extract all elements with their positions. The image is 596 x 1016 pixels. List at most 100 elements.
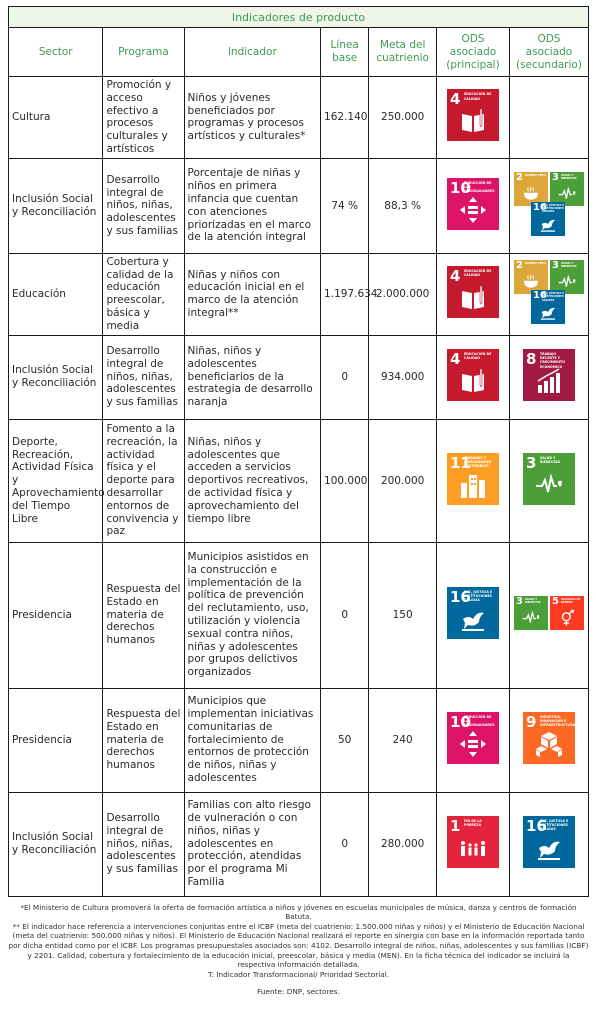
indicador-cell: Niñas, niños y adolescentes que acceden … — [183, 418, 322, 543]
indicador-cell: Familias con alto riesgo de vulneración … — [183, 791, 322, 897]
ods-secundario-cell: 2 Hambre cero 3 Salud y bienestar 16 Paz, jus… — [508, 252, 590, 336]
meta-cell: 280.000 — [368, 791, 438, 897]
sdg-number: 4 — [449, 90, 461, 109]
sdg-number: 8 — [525, 350, 537, 369]
footnote: ** El indicador hace referencia a interv… — [8, 921, 589, 970]
sdg-label: Trabajo decente y crecimiento económico — [539, 352, 565, 369]
sdg-number: 9 — [525, 713, 537, 732]
sdg-number: 10 — [449, 713, 471, 732]
sdg-label: Hambre cero — [524, 172, 546, 177]
programa-cell: Promoción y acceso efectivo a procesos c… — [102, 76, 185, 159]
sdg-3-badge: 3 Salud y bienestar — [549, 171, 584, 206]
sdg-number: 16 — [449, 588, 471, 607]
linea-base-cell: 100.000 — [320, 418, 370, 543]
indicador-cell: Niñas, niños y adolescentes beneficiario… — [183, 334, 322, 420]
indicador-cell: Niñas y niños con educación inicial en e… — [183, 252, 322, 336]
meta-cell: 200.000 — [368, 418, 438, 543]
sdg-label: Salud y bienestar — [539, 455, 560, 464]
table-title-row: Indicadores de producto — [8, 6, 589, 28]
sdg-number: 2 — [515, 171, 523, 183]
sdg-label: Educación de calidad — [463, 269, 492, 278]
sdg-label: Educación de calidad — [463, 92, 492, 101]
ods-secundario-cell — [508, 76, 590, 159]
sdg-9-badge: 9 Industria, innovación e infraestructura — [522, 712, 575, 765]
sector-cell: Deporte, Recreación, Actividad Física y … — [7, 418, 105, 543]
table-row: Cultura Promoción y acceso efectivo a pro… — [7, 76, 590, 159]
sdg-label: Fin de la pobreza — [463, 819, 482, 828]
table-row: Inclusión Social y Reconciliación Desarro… — [7, 157, 590, 254]
sdg-number: 4 — [449, 267, 461, 286]
sdg-label: Educación de calidad — [463, 352, 492, 361]
sdg-number: 11 — [449, 453, 471, 472]
sector-cell: Presidencia — [7, 541, 104, 689]
indicador-cell: Municipios que implementan iniciativas c… — [183, 687, 322, 793]
sector-cell: Educación — [7, 252, 104, 336]
sdg-label: Paz, justicia e instituciones sólidas — [539, 819, 569, 832]
header-ods-principal: ODS asociado (principal) — [436, 27, 510, 77]
sdg-label: Paz, justicia e instituciones sólidas — [463, 590, 493, 603]
table-row: Presidencia Respuesta del Estado en mater… — [7, 541, 590, 689]
table-row: Inclusión Social y Reconciliación Desarro… — [7, 791, 590, 897]
sdg-4-badge: 4 Educación de calidad — [446, 349, 499, 402]
indicators-table: Indicadores de producto Sector Programa … — [7, 6, 590, 897]
sector-cell: Inclusión Social y Reconciliación — [7, 791, 104, 897]
linea-base-cell: 74 % — [320, 157, 370, 254]
sdg-number: 4 — [449, 350, 461, 369]
sdg-10-badge: 10 Reducción de las desigualdades — [446, 712, 499, 765]
sdg-label: Hambre cero — [524, 261, 546, 266]
sector-cell: Cultura — [7, 76, 104, 159]
sdg-label: Ciudades y comunidades sostenibles — [463, 455, 492, 468]
ods-secundario-cell: 3 Salud y bienestar — [508, 418, 590, 543]
linea-base-cell: 1.197.634 — [320, 252, 378, 336]
header-programa: Programa — [102, 27, 185, 77]
ods-principal-cell: 16 Paz, justicia e instituciones sólidas — [436, 541, 510, 689]
sdg-4-badge: 4 Educación de calidad — [446, 266, 499, 319]
sdg-3-badge: 3 Salud y bienestar — [513, 596, 548, 631]
sdg-number: 5 — [551, 596, 559, 608]
sdg-label: Salud y bienestar — [560, 261, 577, 269]
programa-cell: Respuesta del Estado en materia de derec… — [102, 687, 185, 793]
sdg-number: 3 — [515, 596, 523, 608]
sdg-number: 3 — [551, 260, 559, 272]
ods-secundario-cell: 2 Hambre cero 3 Salud y bienestar 16 Paz, jus… — [508, 157, 590, 254]
sector-cell: Inclusión Social y Reconciliación — [7, 157, 104, 254]
linea-base-cell: 0 — [320, 541, 370, 689]
indicador-cell: Municipios asistidos en la construcción … — [183, 541, 322, 689]
sdg-label: Industria, innovación e infraestructura — [539, 715, 575, 728]
sdg-number: 2 — [515, 260, 523, 272]
meta-cell: 88,3 % — [368, 157, 438, 254]
linea-base-cell: 0 — [320, 791, 370, 897]
table-row: Presidencia Respuesta del Estado en mater… — [7, 687, 590, 793]
sdg-label: Reducción de las desigualdades — [463, 180, 495, 194]
linea-base-cell: 162.140 — [320, 76, 370, 159]
header-linea-base: Línea base — [320, 27, 370, 77]
table-header-row: Sector Programa Indicador Línea base Met… — [7, 27, 590, 77]
sdg-number: 3 — [525, 453, 537, 472]
sdg-3-badge: 3 Salud y bienestar — [549, 260, 584, 295]
sdg-16-badge: 16 Paz, justicia e instituciones sólidas — [446, 587, 499, 640]
sdg-16-badge: 16 Paz, justicia e instituciones sólidas — [530, 290, 565, 325]
sdg-number: 1 — [449, 817, 461, 836]
sdg-badge-group: 2 Hambre cero 3 Salud y bienestar 16 Paz, jus… — [513, 260, 584, 325]
meta-cell: 240 — [368, 687, 438, 793]
ods-principal-cell: 4 Educación de calidad — [436, 76, 510, 159]
ods-principal-cell: 10 Reducción de las desigualdades — [436, 687, 510, 793]
sdg-number: 10 — [449, 178, 471, 197]
sdg-3-badge: 3 Salud y bienestar — [522, 452, 575, 505]
header-ods-secundario: ODS asociado (secundario) — [508, 27, 590, 77]
table-title: Indicadores de producto — [8, 6, 589, 28]
footnote: *El Ministerio de Cultura promoverá la o… — [20, 902, 577, 922]
sdg-number: 16 — [532, 290, 547, 302]
sdg-label: Salud y bienestar — [560, 172, 577, 180]
header-indicador: Indicador — [183, 27, 322, 77]
sdg-5-badge: 5 Igualdad de género — [549, 596, 584, 631]
linea-base-cell: 50 — [320, 687, 370, 793]
source-note: Fuente: DNP, sectores. — [257, 987, 340, 997]
sdg-8-badge: 8 Trabajo decente y crecimiento económico — [522, 349, 575, 402]
meta-cell: 2.000.000 — [368, 252, 438, 336]
sdg-4-badge: 4 Educación de calidad — [446, 89, 499, 142]
ods-principal-cell: 1 Fin de la pobreza — [436, 791, 510, 897]
linea-base-cell: 0 — [320, 334, 370, 420]
ods-principal-cell: 4 Educación de calidad — [436, 334, 510, 420]
programa-cell: Desarrollo integral de niños, niñas, ado… — [102, 157, 185, 254]
